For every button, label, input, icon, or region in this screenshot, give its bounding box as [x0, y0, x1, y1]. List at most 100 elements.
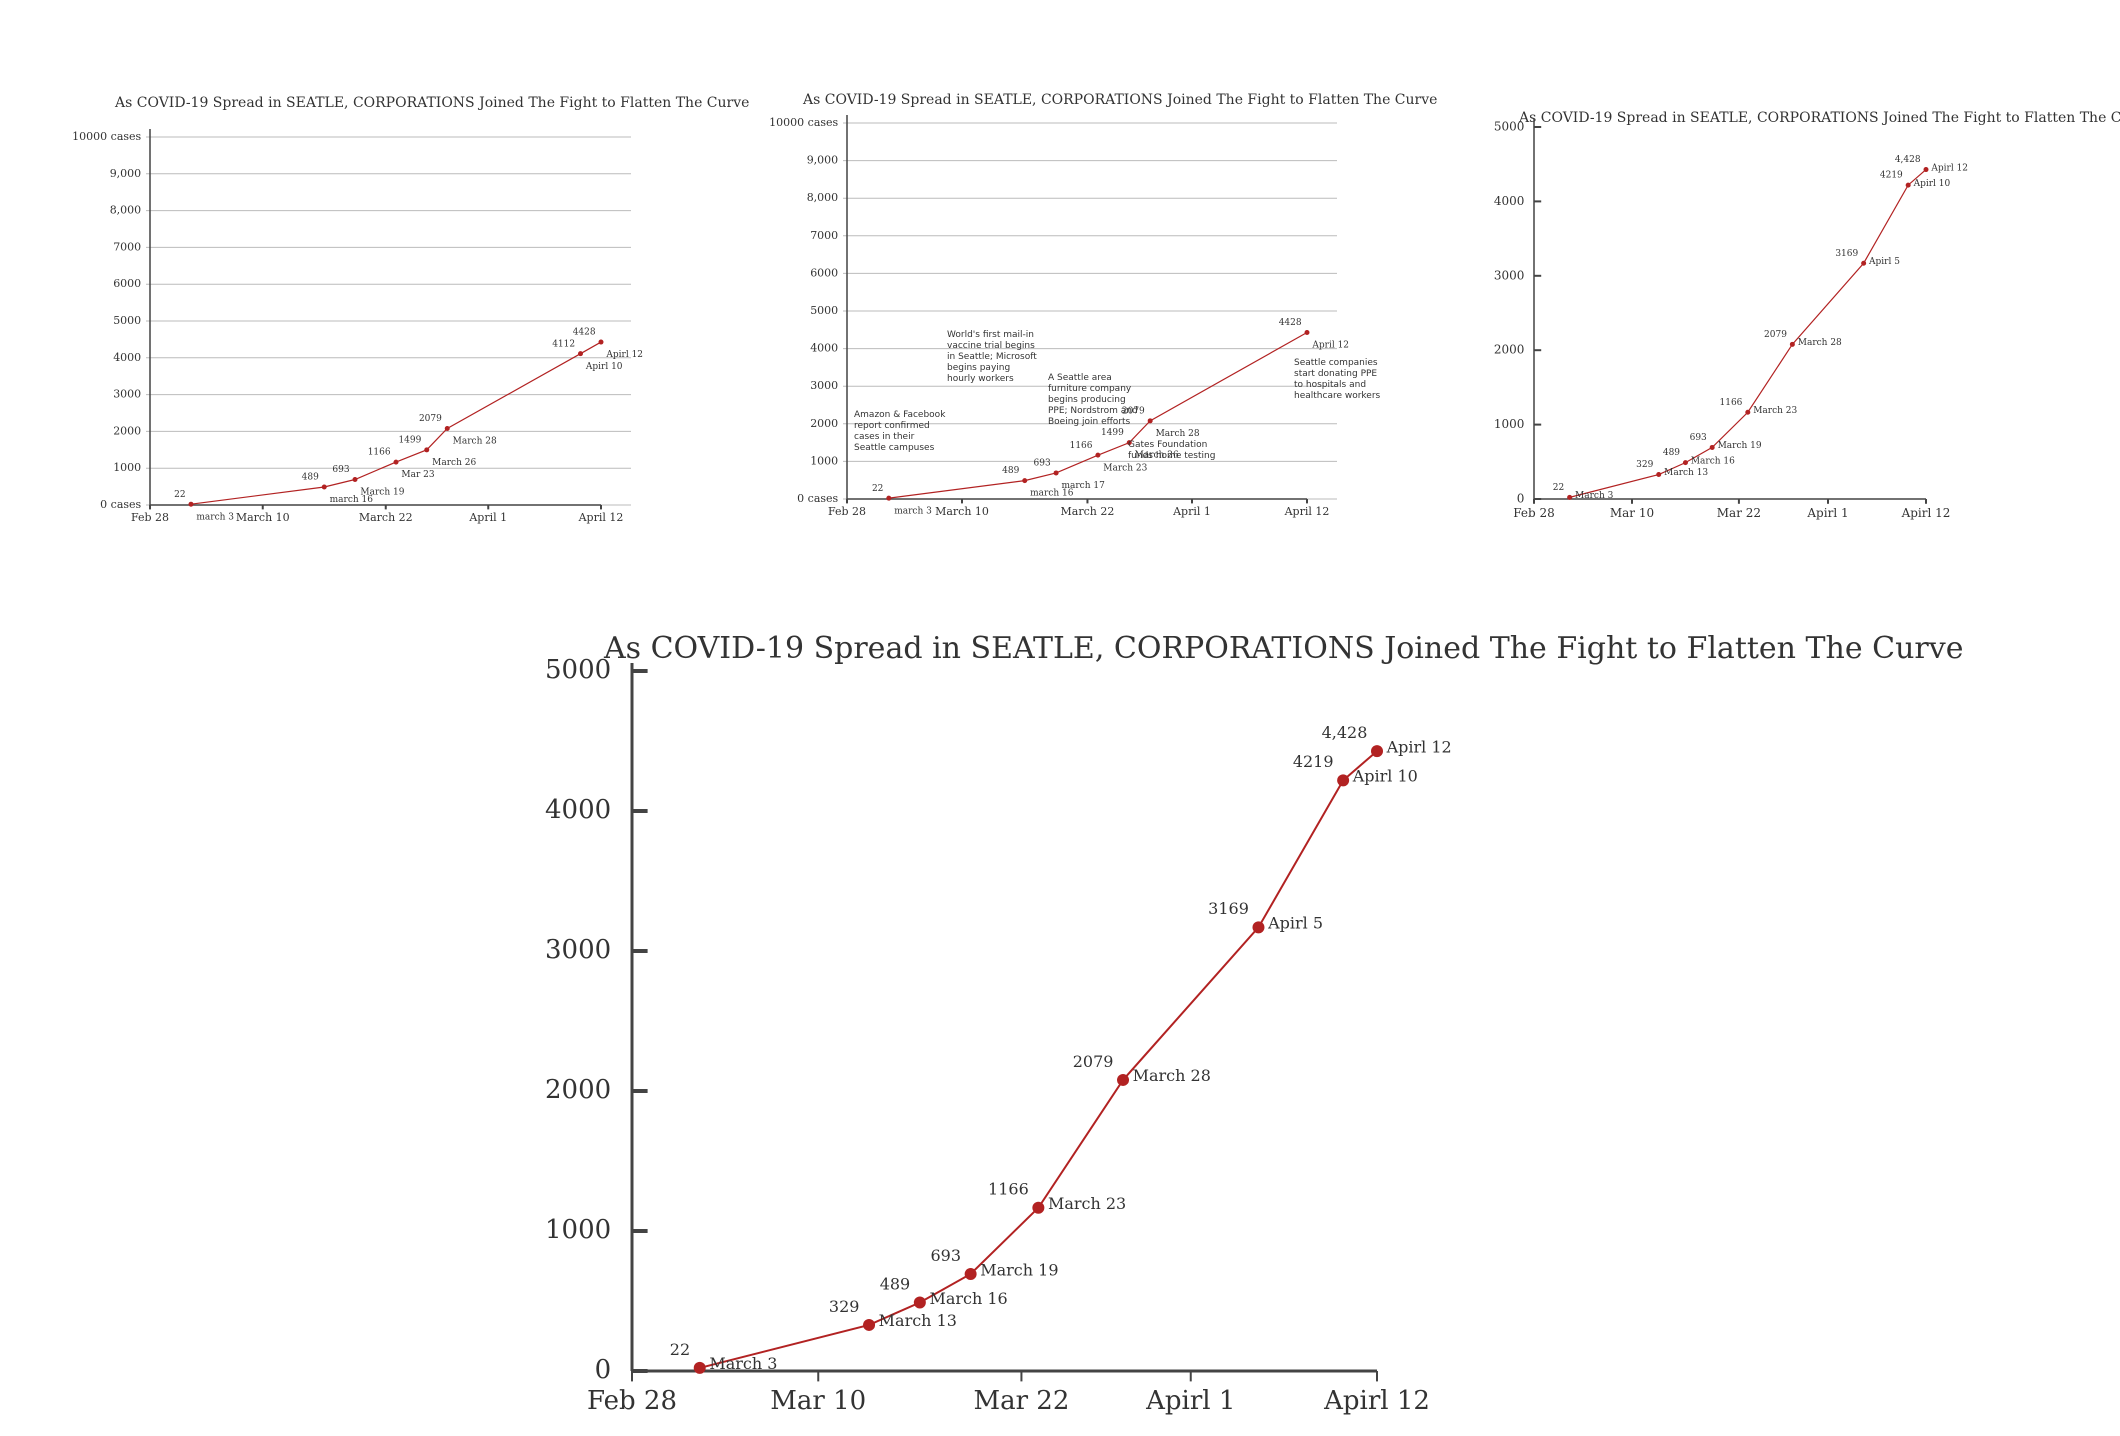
x-tick-label: Mar 10 [1610, 506, 1654, 520]
x-tick-label: Mar 22 [973, 1386, 1069, 1416]
value-label: 4219 [1293, 752, 1334, 771]
y-tick-label: 3000 [810, 379, 838, 392]
y-tick-label: 1000 [545, 1215, 611, 1245]
data-point [1126, 440, 1132, 446]
point-label: March 28 [1798, 338, 1842, 348]
value-label: 4428 [1279, 318, 1302, 328]
value-label: 22 [872, 484, 883, 494]
x-tick-label: March 22 [359, 511, 413, 524]
x-tick-label: Feb 28 [828, 505, 866, 518]
y-tick-label: 3000 [113, 388, 141, 401]
data-point [1032, 1201, 1045, 1214]
data-point [598, 339, 604, 345]
data-point [1371, 745, 1383, 758]
data-point [886, 495, 892, 501]
point-label: Apirl 5 [1868, 257, 1900, 267]
value-label: 3169 [1208, 899, 1249, 918]
value-label: 4112 [552, 339, 575, 349]
data-point [424, 447, 430, 453]
chart-title: As COVID-19 Spread in SEATLE, CORPORATIO… [802, 92, 1437, 108]
y-tick-label: 1000 [113, 461, 141, 474]
point-label: march 17 [1061, 481, 1105, 491]
point-label: March 26 [1135, 451, 1179, 461]
y-tick-label: 4000 [810, 342, 838, 355]
point-label: Apirl 5 [1267, 914, 1323, 933]
y-tick-label: 0 cases [100, 498, 141, 511]
point-label: March 13 [879, 1311, 957, 1330]
value-label: 4,428 [1895, 155, 1921, 165]
point-label: Apirl 10 [585, 362, 623, 372]
data-point [1022, 478, 1028, 484]
y-tick-label: 3000 [1494, 268, 1525, 282]
point-label: march 3 [196, 512, 234, 522]
x-tick-label: March 22 [1061, 505, 1115, 518]
data-point [1252, 921, 1265, 934]
x-tick-label: Feb 28 [131, 511, 169, 524]
data-point [863, 1318, 876, 1331]
value-label: 22 [670, 1340, 690, 1359]
annotation: A Seattle area furniture company begins … [1048, 373, 1138, 427]
annotation-text: A Seattle area furniture company begins … [1048, 373, 1138, 427]
y-tick-label: 3000 [545, 935, 611, 965]
point-label: March 23 [1753, 406, 1797, 416]
y-tick-label: 4000 [545, 795, 611, 825]
point-label: march 16 [1030, 489, 1074, 499]
chart-title: As COVID-19 Spread in SEATLE, CORPORATIO… [114, 95, 749, 111]
value-label: 4,428 [1322, 723, 1368, 742]
y-tick-label: 1000 [810, 454, 838, 467]
data-point [393, 459, 399, 465]
point-label: March 26 [432, 458, 476, 468]
value-label: 3169 [1835, 249, 1858, 259]
y-tick-label: 9,000 [110, 167, 142, 180]
data-point [1095, 452, 1101, 458]
value-label: 489 [302, 473, 319, 483]
point-label: Apirl 10 [1352, 767, 1418, 786]
point-label: April 12 [1311, 341, 1349, 351]
x-tick-label: Mar 10 [770, 1386, 866, 1416]
value-label: 1499 [1101, 428, 1124, 438]
annotation-text: Amazon & Facebook report confirmed cases… [854, 410, 946, 453]
point-label: March 23 [1048, 1194, 1126, 1213]
x-tick-label: April 1 [1172, 505, 1211, 518]
point-label: March 16 [929, 1289, 1007, 1308]
x-tick-label: Apirl 1 [1145, 1386, 1235, 1416]
chart-title: As COVID-19 Spread in SEATLE, CORPORATIO… [1518, 110, 2120, 126]
y-tick-label: 2000 [113, 424, 141, 437]
value-label: 693 [1690, 433, 1707, 443]
value-label: 2079 [1122, 406, 1145, 416]
value-label: 2079 [1073, 1052, 1114, 1071]
value-label: 4428 [573, 328, 596, 338]
value-label: 1166 [988, 1180, 1029, 1199]
data-point [1304, 330, 1310, 336]
y-tick-label: 0 [1517, 492, 1525, 506]
data-point [1117, 1073, 1130, 1086]
data-point [1905, 182, 1911, 188]
y-tick-label: 8,000 [807, 191, 839, 204]
y-tick-label: 5000 [1494, 120, 1525, 134]
x-tick-label: Feb 28 [1513, 506, 1555, 520]
point-label: March 16 [1691, 456, 1735, 466]
data-point [1147, 418, 1153, 424]
x-tick-label: Feb 28 [587, 1386, 677, 1416]
point-label: March 28 [1133, 1066, 1211, 1085]
data-point [1709, 444, 1715, 450]
data-point [1682, 460, 1688, 466]
y-tick-label: 4000 [1494, 194, 1525, 208]
value-label: 489 [880, 1274, 911, 1293]
annotation: Gates Foundation funds home testing [1128, 440, 1215, 461]
data-point [444, 425, 450, 431]
y-tick-label: 10000 cases [72, 130, 141, 143]
point-label: march 3 [894, 506, 932, 516]
x-tick-label: Apirl 1 [1806, 506, 1848, 520]
point-label: march 16 [330, 495, 374, 505]
point-label: Apirl 10 [1913, 179, 1951, 189]
point-label: March 19 [360, 488, 404, 498]
y-tick-label: 5000 [545, 655, 611, 685]
data-point [188, 501, 194, 507]
value-label: 693 [332, 465, 349, 475]
point-label: Apirl 12 [1386, 737, 1452, 756]
y-tick-label: 0 [595, 1355, 612, 1385]
x-tick-label: April 12 [578, 511, 624, 524]
value-label: 329 [829, 1297, 860, 1316]
